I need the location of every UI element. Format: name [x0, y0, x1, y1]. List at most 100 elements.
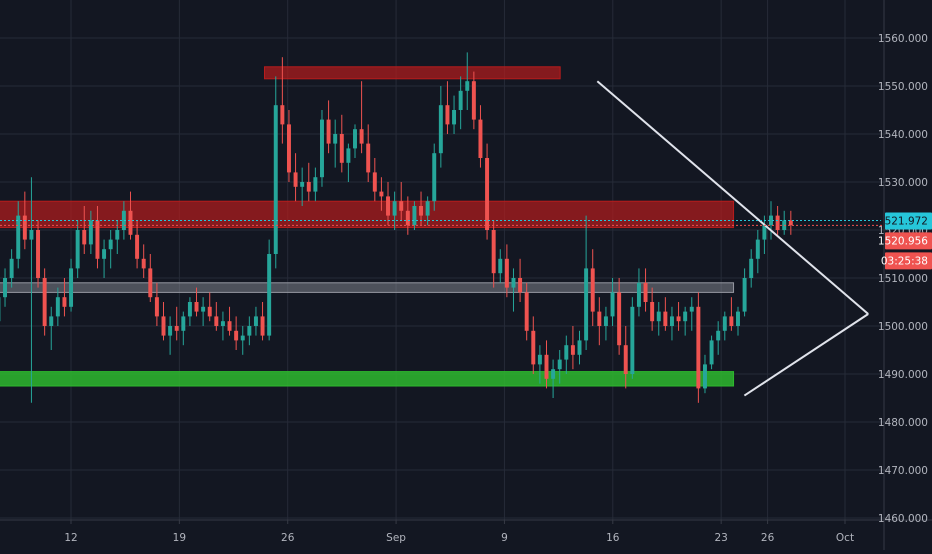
x-tick-label: 16	[606, 532, 620, 544]
candle-body	[611, 292, 615, 316]
candle-body	[148, 268, 152, 297]
candle-body	[201, 307, 205, 312]
candle-body	[518, 278, 522, 292]
zone-resistance-red	[0, 201, 734, 227]
candle-body	[551, 369, 555, 379]
y-tick-label: 1510.000	[878, 273, 928, 285]
candle-body	[373, 172, 377, 191]
candle-body	[95, 220, 99, 258]
candle-body	[591, 268, 595, 311]
candle-body	[89, 220, 93, 244]
candle-body	[142, 259, 146, 269]
candle-body	[399, 201, 403, 211]
candle-body	[247, 326, 251, 336]
bid-price-badge: 1520.956	[878, 235, 928, 247]
candle-body	[228, 321, 232, 331]
candle-body	[558, 360, 562, 370]
candle-body	[333, 134, 337, 144]
candle-body	[617, 292, 621, 345]
candle-body	[426, 201, 430, 215]
candle-body	[360, 129, 364, 143]
x-tick-label: 9	[501, 532, 508, 544]
candle-body	[82, 230, 86, 244]
candle-body	[320, 120, 324, 178]
candle-body	[789, 220, 793, 225]
candle-body	[485, 158, 489, 230]
candle-body	[287, 124, 291, 172]
candle-body	[29, 230, 33, 240]
candle-body	[162, 316, 166, 335]
candle-body	[175, 326, 179, 331]
candle-body	[129, 211, 133, 235]
candle-body	[386, 196, 390, 215]
candle-body	[208, 307, 212, 317]
candle-body	[584, 268, 588, 340]
candle-body	[716, 331, 720, 341]
candle-body	[261, 316, 265, 335]
candle-body	[214, 316, 218, 326]
candle-body	[683, 312, 687, 322]
candle-body	[663, 312, 667, 326]
candle-body	[723, 316, 727, 330]
y-tick-label: 1560.000	[878, 33, 928, 45]
zone-support-green	[0, 372, 734, 386]
candle-body	[538, 355, 542, 365]
candle-body	[650, 302, 654, 321]
candle-body	[16, 216, 20, 259]
candle-body	[36, 230, 40, 278]
candle-body	[346, 148, 350, 162]
candle-body	[465, 81, 469, 91]
x-tick-label: 12	[64, 532, 77, 544]
candle-body	[445, 105, 449, 124]
candle-body	[571, 345, 575, 355]
candle-body	[254, 316, 258, 326]
candle-body	[181, 316, 185, 330]
candle-body	[155, 297, 159, 316]
candle-body	[300, 182, 304, 187]
y-tick-label: 1480.000	[878, 417, 928, 429]
y-tick-label: 1490.000	[878, 369, 928, 381]
candle-body	[710, 340, 714, 364]
y-tick-label: 1500.000	[878, 321, 928, 333]
candle-body	[419, 206, 423, 216]
candle-body	[432, 153, 436, 201]
y-tick-label: 1470.000	[878, 465, 928, 477]
candle-body	[597, 312, 601, 326]
candle-body	[459, 91, 463, 110]
candle-body	[472, 81, 476, 119]
last-price-badge: 1521.972	[878, 216, 928, 228]
candle-body	[393, 201, 397, 215]
candle-body	[353, 129, 357, 148]
x-tick-label: 26	[761, 532, 775, 544]
y-tick-label: 1460.000	[878, 513, 928, 525]
candle-body	[43, 278, 47, 326]
candle-body	[505, 259, 509, 288]
candle-body	[10, 259, 14, 278]
candle-body	[294, 172, 298, 186]
candle-body	[76, 230, 80, 268]
candle-body	[188, 302, 192, 316]
candle-body	[492, 230, 496, 273]
candle-body	[756, 240, 760, 259]
candle-body	[525, 292, 529, 330]
candle-body	[412, 206, 416, 225]
candle-body	[406, 211, 410, 225]
candle-body	[690, 307, 694, 312]
candle-body	[637, 283, 641, 307]
y-tick-label: 1540.000	[878, 129, 928, 141]
candle-body	[340, 134, 344, 163]
candle-body	[657, 312, 661, 322]
candle-body	[670, 316, 674, 326]
candle-body	[69, 268, 73, 306]
candle-body	[644, 283, 648, 302]
candle-body	[604, 316, 608, 326]
candle-body	[135, 235, 139, 259]
candle-body	[630, 307, 634, 374]
candle-body	[327, 120, 331, 144]
x-tick-label: Oct	[836, 532, 854, 544]
candle-body	[439, 105, 443, 153]
y-tick-label: 1550.000	[878, 81, 928, 93]
